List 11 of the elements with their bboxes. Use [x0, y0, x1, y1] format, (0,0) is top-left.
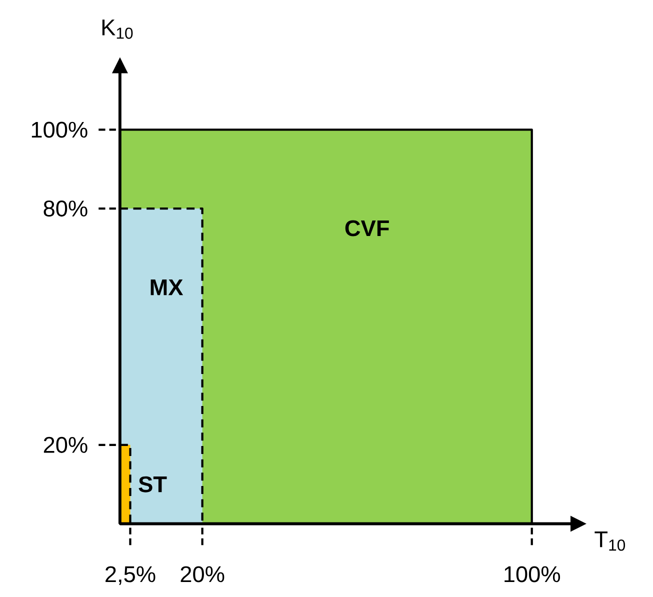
x-tick-label: 2,5%	[106, 566, 156, 585]
y-axis-title: K$_{10}$	[102, 20, 133, 39]
x-axis-title: T$_{10}$	[594, 532, 626, 551]
x-tick-label: 20%	[180, 566, 224, 582]
series-label: ST	[138, 476, 167, 492]
y-tick-label: 20%	[44, 436, 88, 453]
series-label: MX	[150, 280, 184, 296]
series-label: CVF	[345, 220, 389, 236]
y-tick-label: 80%	[44, 200, 88, 217]
x-tick-label: 100%	[504, 566, 560, 582]
y-tick-label: 100%	[32, 122, 88, 138]
